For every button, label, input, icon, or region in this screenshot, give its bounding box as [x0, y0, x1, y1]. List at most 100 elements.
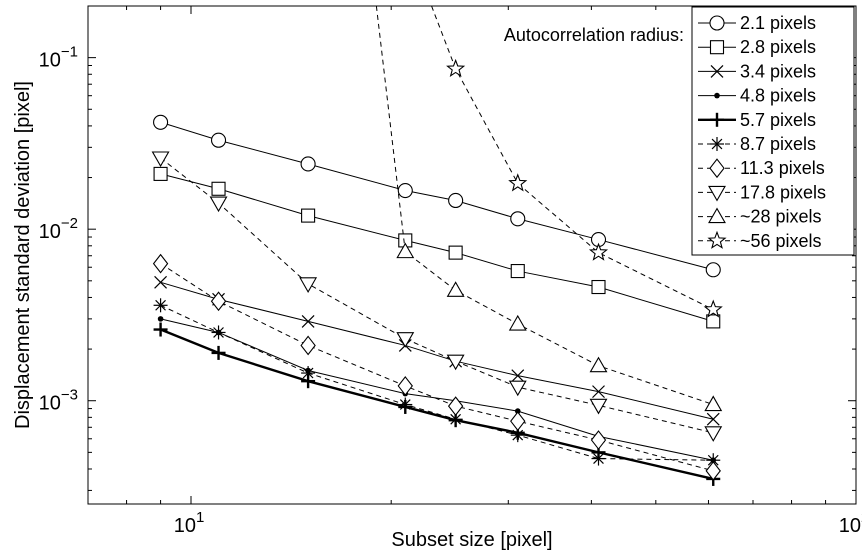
- legend: Autocorrelation radius: 2.1 pixels 2.8 pix…: [504, 6, 855, 256]
- series-line: [375, 6, 714, 406]
- data-point: [397, 376, 413, 396]
- data-point: [510, 264, 525, 279]
- data-point: [705, 460, 721, 481]
- data-point: [703, 299, 723, 318]
- plot-frame: [87, 5, 857, 505]
- series-5-7-pixels: [153, 322, 721, 486]
- data-point: [397, 182, 413, 199]
- data-point: [211, 181, 226, 196]
- data-point: [589, 398, 608, 415]
- data-point: [446, 354, 465, 371]
- series-11-3-pixels: [152, 253, 721, 481]
- series-layer: [151, 6, 723, 486]
- legend-marker: [707, 230, 727, 249]
- legend-entry-17-8-pixels: 17.8 pixels: [698, 182, 826, 202]
- legend-entry-56-pixels: ~56 pixels: [698, 230, 822, 251]
- legend-entry-2-1-pixels: 2.1 pixels: [698, 13, 816, 33]
- data-point: [153, 166, 168, 181]
- legend-marker: [709, 40, 725, 55]
- data-point: [300, 335, 316, 356]
- data-point: [301, 366, 316, 381]
- y-axis-label: Displacement standard deviation [pixel]: [12, 81, 34, 429]
- data-point: [448, 245, 463, 260]
- data-point: [301, 314, 315, 328]
- data-point: [706, 314, 721, 329]
- data-point: [704, 426, 723, 442]
- legend-marker: [710, 137, 724, 151]
- series-line: [160, 328, 714, 481]
- data-point: [396, 332, 415, 348]
- legend-label: 17.8 pixels: [740, 182, 826, 202]
- data-point: [447, 396, 464, 417]
- data-point: [398, 397, 413, 412]
- data-point: [446, 281, 465, 297]
- data-point: [508, 314, 527, 331]
- data-point: [588, 242, 609, 261]
- data-point: [706, 412, 720, 426]
- legend-entry-4-8-pixels: 4.8 pixels: [698, 86, 816, 106]
- series-line: [160, 121, 714, 271]
- y-tick-label: 10−3: [39, 387, 78, 415]
- legend-entry-28-pixels: ~28 pixels: [698, 207, 822, 227]
- legend-marker: [708, 185, 726, 202]
- data-point: [157, 316, 164, 322]
- legend-label: 3.4 pixels: [740, 61, 816, 81]
- x-tick-label: 102: [839, 509, 862, 537]
- data-point: [153, 114, 169, 130]
- data-point: [514, 408, 521, 414]
- legend-marker: [710, 64, 724, 78]
- data-point: [396, 242, 415, 259]
- data-point: [592, 385, 605, 399]
- series-line: [160, 263, 714, 472]
- legend-entry-2-8-pixels: 2.8 pixels: [698, 37, 816, 57]
- series-17-8-pixels: [151, 151, 723, 442]
- data-point: [510, 211, 526, 227]
- data-point: [590, 430, 607, 450]
- data-point: [151, 151, 170, 168]
- legend-entry-8-7-pixels: 8.7 pixels: [698, 134, 816, 154]
- data-point: [209, 196, 228, 213]
- data-point: [446, 58, 466, 78]
- data-point: [508, 173, 528, 192]
- series-8-7-pixels: [153, 298, 721, 468]
- data-point: [591, 279, 606, 295]
- series-line: [160, 157, 714, 434]
- legend-label: ~56 pixels: [740, 231, 822, 251]
- data-point: [153, 322, 168, 337]
- legend-label: 8.7 pixels: [740, 134, 816, 154]
- legend-title: Autocorrelation radius:: [504, 25, 684, 45]
- chart-ticks: 10−3 10−2 10−1 101 102: [39, 5, 862, 537]
- data-point: [152, 253, 169, 274]
- data-point: [589, 356, 608, 373]
- series-28-pixels: [375, 6, 723, 412]
- data-point: [448, 192, 464, 209]
- x-axis-label: Subset size [pixel]: [391, 529, 552, 551]
- data-point: [448, 412, 463, 427]
- data-point: [301, 208, 316, 223]
- x-tick-label: 101: [174, 509, 205, 537]
- series-line: [160, 173, 714, 322]
- data-point: [591, 451, 606, 466]
- legend-marker: [710, 112, 724, 127]
- series-3-4-pixels: [154, 275, 720, 426]
- data-point: [300, 156, 316, 172]
- y-tick-label: 10−2: [39, 215, 78, 243]
- legend-label: 11.3 pixels: [740, 158, 825, 178]
- legend-marker: [709, 158, 725, 179]
- series-4-8-pixels: [157, 316, 717, 464]
- legend-label: 4.8 pixels: [740, 86, 816, 106]
- axis-labels: Subset size [pixel] Displacement standar…: [12, 81, 553, 551]
- series-2-1-pixels: [153, 114, 721, 278]
- legend-label: ~28 pixels: [740, 207, 822, 227]
- legend-label: 2.1 pixels: [740, 13, 816, 33]
- series-line: [431, 6, 714, 310]
- data-point: [153, 298, 168, 313]
- legend-entry-3-4-pixels: 3.4 pixels: [698, 61, 816, 81]
- data-point: [704, 395, 723, 412]
- series-2-8-pixels: [153, 166, 721, 329]
- data-point: [508, 380, 527, 397]
- series-line: [160, 318, 714, 461]
- legend-marker: [708, 207, 726, 224]
- data-point: [511, 369, 525, 383]
